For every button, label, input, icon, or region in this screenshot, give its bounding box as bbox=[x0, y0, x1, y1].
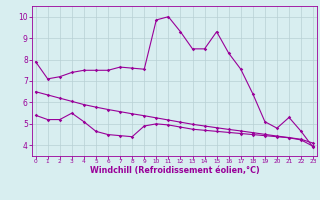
X-axis label: Windchill (Refroidissement éolien,°C): Windchill (Refroidissement éolien,°C) bbox=[90, 166, 259, 175]
